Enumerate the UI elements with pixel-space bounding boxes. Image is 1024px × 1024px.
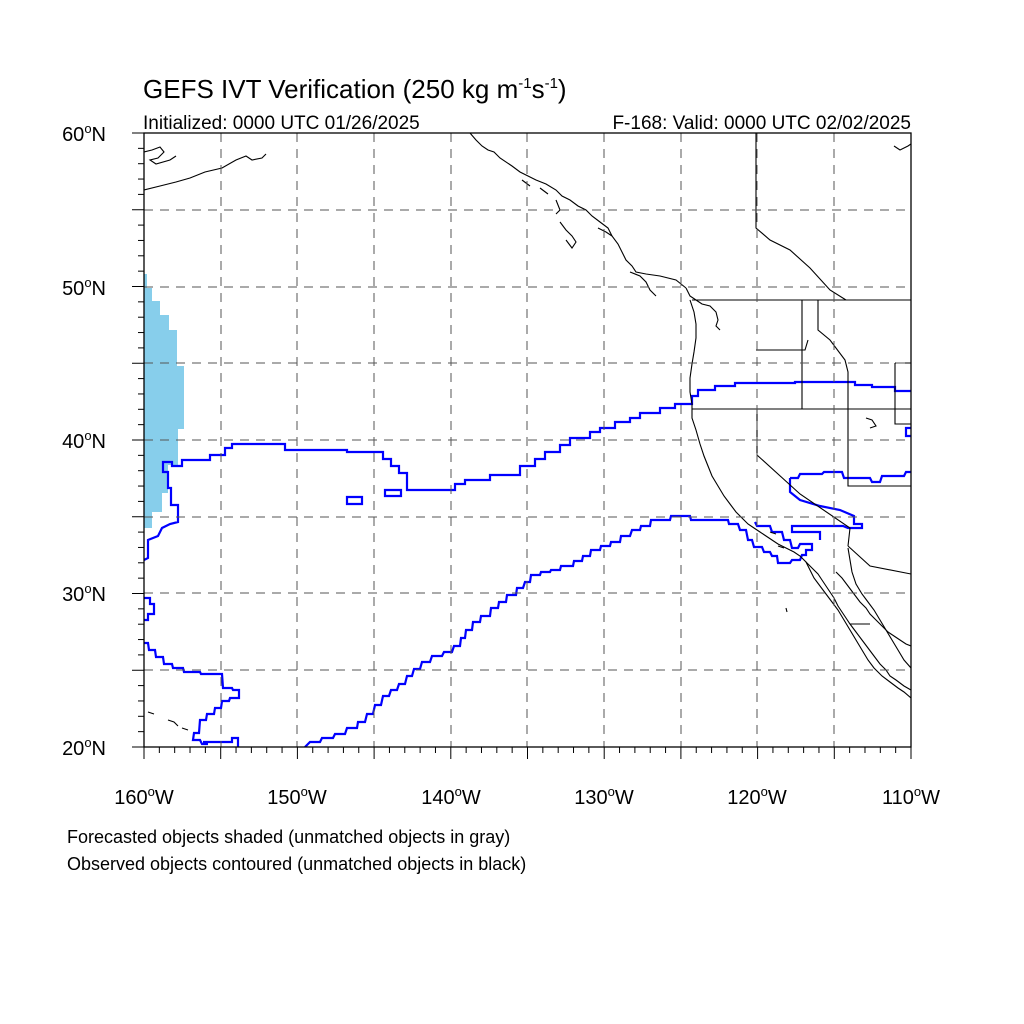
observed-object-patch-4 (383, 488, 403, 498)
observed-ivt-contours (144, 380, 911, 747)
longitude-labels: 160oW 150oW 140oW 130oW 120oW 110oW (114, 784, 940, 809)
map-content (144, 133, 911, 747)
observed-object-main (144, 380, 911, 561)
forecast-ivt-object (144, 274, 184, 528)
british-columbia-coast (685, 287, 721, 331)
latitude-labels: 60oN 50oN 40oN 30oN 20oN (62, 121, 106, 760)
init-time-label: Initialized: 0000 UTC 01/26/2025 (143, 113, 420, 134)
us-west-coastline (689, 299, 911, 699)
lon-label-120w: 120oW (727, 784, 787, 809)
gulf-of-california (847, 547, 911, 669)
axis-ticks (132, 132, 912, 759)
lon-label-110w: 110oW (882, 784, 940, 809)
lon-label-140w: 140oW (421, 784, 481, 809)
observed-object-southwest (144, 641, 241, 746)
observed-object-patch-3 (345, 495, 364, 506)
lat-label-50: 50oN (62, 275, 106, 300)
graticule (144, 133, 911, 747)
alaska-coastline (144, 133, 687, 289)
forecast-note: Forecasted objects shaded (unmatched obj… (67, 827, 510, 847)
observed-object-patch-2 (203, 736, 240, 747)
lat-label-30: 30oN (62, 581, 106, 606)
coastlines-and-borders (144, 133, 911, 731)
observed-object-patch-1 (144, 596, 156, 622)
observed-note: Observed objects contoured (unmatched ob… (67, 854, 526, 874)
lon-label-150w: 150oW (267, 784, 327, 809)
observed-object-east-3 (904, 426, 911, 438)
observed-object-lower (304, 514, 814, 747)
valid-time-label: F-168: Valid: 0000 UTC 02/02/2025 (612, 113, 911, 134)
state-borders (692, 133, 911, 625)
observed-object-east-1 (790, 470, 911, 484)
observed-object-east-2 (788, 478, 864, 540)
lat-label-40: 40oN (62, 428, 106, 453)
lon-label-160w: 160oW (114, 784, 174, 809)
lat-label-20: 20oN (62, 735, 106, 760)
lon-label-130w: 130oW (574, 784, 634, 809)
channel-islands (769, 143, 911, 613)
map-title: GEFS IVT Verification (250 kg m-1s-1) (143, 74, 567, 104)
lat-label-60: 60oN (62, 121, 106, 146)
